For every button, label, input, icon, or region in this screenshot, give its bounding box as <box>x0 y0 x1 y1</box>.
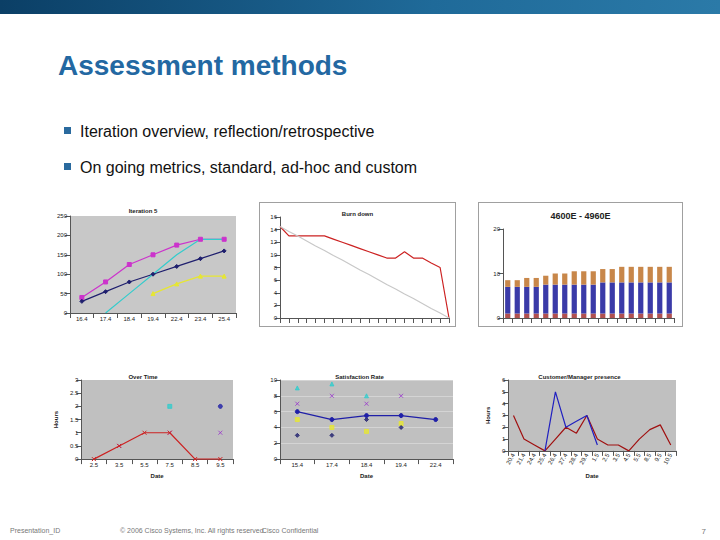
svg-text:21.4: 21.4 <box>516 452 527 466</box>
svg-text:2: 2 <box>274 440 278 446</box>
svg-text:9.5: 9.5 <box>216 462 225 468</box>
svg-text:Burn down: Burn down <box>342 211 374 217</box>
svg-text:16.4: 16.4 <box>76 316 88 322</box>
svg-text:50: 50 <box>60 291 67 297</box>
svg-text:Customer/Manager presence: Customer/Manager presence <box>538 374 621 380</box>
svg-text:27.4: 27.4 <box>557 452 568 466</box>
svg-text:8: 8 <box>274 393 278 399</box>
svg-text:10: 10 <box>270 252 277 258</box>
svg-text:2.5: 2.5 <box>90 462 99 468</box>
svg-text:15.4: 15.4 <box>291 462 303 468</box>
svg-text:26.4: 26.4 <box>547 452 558 466</box>
svg-text:18.4: 18.4 <box>123 316 135 322</box>
svg-text:Date: Date <box>151 473 165 479</box>
html-text:Presentation_ID: Presentation_ID <box>10 527 61 534</box>
svg-text:8.5: 8.5 <box>643 452 653 463</box>
svg-text:0: 0 <box>75 456 79 462</box>
html-text:Assessment methods: Assessment methods <box>58 50 348 81</box>
svg-text:19.4: 19.4 <box>147 316 159 322</box>
svg-text:1: 1 <box>502 436 506 442</box>
svg-text:150: 150 <box>57 252 68 258</box>
svg-text:5.5: 5.5 <box>633 452 643 463</box>
svg-text:8.5: 8.5 <box>191 462 200 468</box>
svg-text:3.5: 3.5 <box>612 452 622 463</box>
svg-text:20.4: 20.4 <box>505 452 516 466</box>
svg-text:200: 200 <box>57 232 68 238</box>
svg-text:2.5: 2.5 <box>70 390 79 396</box>
svg-text:19.4: 19.4 <box>395 462 407 468</box>
svg-text:0: 0 <box>497 315 501 321</box>
svg-text:25.4: 25.4 <box>537 452 548 466</box>
svg-text:2: 2 <box>75 403 79 409</box>
svg-text:5: 5 <box>502 389 506 395</box>
svg-text:4: 4 <box>502 401 506 407</box>
svg-text:22.4: 22.4 <box>171 316 183 322</box>
svg-text:12: 12 <box>270 239 277 245</box>
svg-text:2: 2 <box>274 302 278 308</box>
html-text:On going metrics, standard, ad: On going metrics, standard, ad-hoc and c… <box>80 159 418 176</box>
svg-text:Hours: Hours <box>53 410 59 428</box>
svg-text:17.4: 17.4 <box>100 316 112 322</box>
svg-text:5.5: 5.5 <box>140 462 149 468</box>
svg-text:28.4: 28.4 <box>568 452 579 466</box>
svg-text:1: 1 <box>75 430 79 436</box>
svg-text:22.4: 22.4 <box>430 462 442 468</box>
svg-text:Over Time: Over Time <box>128 374 158 380</box>
svg-text:10: 10 <box>493 271 500 277</box>
svg-text:0: 0 <box>274 315 278 321</box>
svg-text:23.4: 23.4 <box>195 316 207 322</box>
svg-text:10: 10 <box>270 377 277 383</box>
svg-text:0: 0 <box>502 448 506 454</box>
svg-text:25.4: 25.4 <box>218 316 230 322</box>
svg-text:4600E - 4960E: 4600E - 4960E <box>550 211 610 221</box>
svg-text:29.4: 29.4 <box>578 452 589 466</box>
svg-text:4.5: 4.5 <box>622 452 632 463</box>
svg-text:2: 2 <box>502 424 506 430</box>
svg-text:8: 8 <box>274 265 278 271</box>
svg-text:16: 16 <box>270 214 277 220</box>
svg-text:Date: Date <box>360 473 374 479</box>
svg-text:6: 6 <box>274 409 278 415</box>
svg-text:Iteration 5: Iteration 5 <box>129 208 158 214</box>
svg-text:Hours: Hours <box>485 406 491 424</box>
svg-text:100: 100 <box>57 271 68 277</box>
svg-text:0: 0 <box>64 310 68 316</box>
svg-text:4: 4 <box>274 424 278 430</box>
svg-text:18.4: 18.4 <box>361 462 373 468</box>
svg-text:9.5: 9.5 <box>654 452 664 463</box>
svg-text:3: 3 <box>75 377 79 383</box>
svg-text:14: 14 <box>270 227 277 233</box>
svg-text:0.5: 0.5 <box>70 443 79 449</box>
svg-text:Date: Date <box>586 473 600 479</box>
svg-text:17.4: 17.4 <box>326 462 338 468</box>
html-text:© 2006 Cisco Systems, Inc. All: © 2006 Cisco Systems, Inc. All rights re… <box>120 527 266 534</box>
svg-text:20: 20 <box>493 226 500 232</box>
svg-text:0: 0 <box>274 456 278 462</box>
html-text:7: 7 <box>701 527 706 536</box>
svg-text:1.5: 1.5 <box>70 417 79 423</box>
svg-text:6: 6 <box>502 377 506 383</box>
svg-text:6: 6 <box>274 277 278 283</box>
svg-text:1.5: 1.5 <box>591 452 601 463</box>
svg-text:7.5: 7.5 <box>166 462 175 468</box>
svg-text:2.5: 2.5 <box>601 452 611 463</box>
svg-text:24.4: 24.4 <box>526 452 537 466</box>
svg-text:250: 250 <box>57 213 68 219</box>
svg-text:4: 4 <box>274 290 278 296</box>
svg-text:10.5: 10.5 <box>662 452 673 466</box>
html-text:Iteration overview, reflection: Iteration overview, reflection/retrospec… <box>80 123 375 140</box>
svg-text:Satisfaction Rate: Satisfaction Rate <box>335 374 384 380</box>
svg-text:3.5: 3.5 <box>115 462 124 468</box>
svg-text:3: 3 <box>502 412 506 418</box>
html-text:Cisco Confidential: Cisco Confidential <box>262 527 319 534</box>
